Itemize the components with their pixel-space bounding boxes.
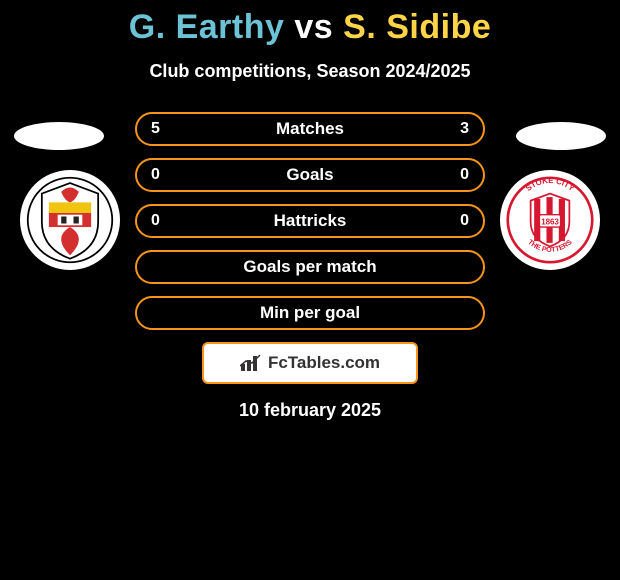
subtitle: Club competitions, Season 2024/2025: [0, 61, 620, 82]
left-ellipse: [14, 122, 104, 150]
stat-left-value: 5: [151, 120, 171, 138]
bristol-city-crest-svg: [26, 176, 114, 264]
stat-label: Matches: [171, 119, 449, 139]
date-text: 10 february 2025: [135, 400, 485, 421]
stat-right-value: 0: [449, 166, 469, 184]
brand-text: FcTables.com: [268, 353, 380, 373]
player2-name: S. Sidibe: [343, 8, 491, 46]
comparison-title: G. Earthy vs S. Sidibe: [0, 0, 620, 47]
right-ellipse: [516, 122, 606, 150]
stat-row-min-per-goal: Min per goal: [135, 296, 485, 330]
stat-right-value: 0: [449, 212, 469, 230]
content-area: STOKE CITY THE POTTERS 1863 5 Matches 3 …: [0, 112, 620, 442]
crest-year: 1863: [541, 217, 559, 226]
bristol-city-crest: [20, 170, 120, 270]
brand-box: FcTables.com: [202, 342, 418, 384]
stat-left-value: 0: [151, 212, 171, 230]
stat-row-goals: 0 Goals 0: [135, 158, 485, 192]
stat-label: Min per goal: [171, 303, 449, 323]
bar-chart-icon: [240, 354, 262, 372]
stat-label: Goals: [171, 165, 449, 185]
stat-rows: 5 Matches 3 0 Goals 0 0 Hattricks 0 Goal…: [135, 112, 485, 421]
stat-label: Hattricks: [171, 211, 449, 231]
vs-text: vs: [294, 8, 333, 46]
stoke-city-crest-svg: STOKE CITY THE POTTERS 1863: [506, 176, 594, 264]
player1-name: G. Earthy: [129, 8, 285, 46]
stat-left-value: 0: [151, 166, 171, 184]
stat-row-matches: 5 Matches 3: [135, 112, 485, 146]
stat-label: Goals per match: [171, 257, 449, 277]
stat-row-hattricks: 0 Hattricks 0: [135, 204, 485, 238]
stat-right-value: 3: [449, 120, 469, 138]
stat-row-goals-per-match: Goals per match: [135, 250, 485, 284]
stoke-city-crest: STOKE CITY THE POTTERS 1863: [500, 170, 600, 270]
